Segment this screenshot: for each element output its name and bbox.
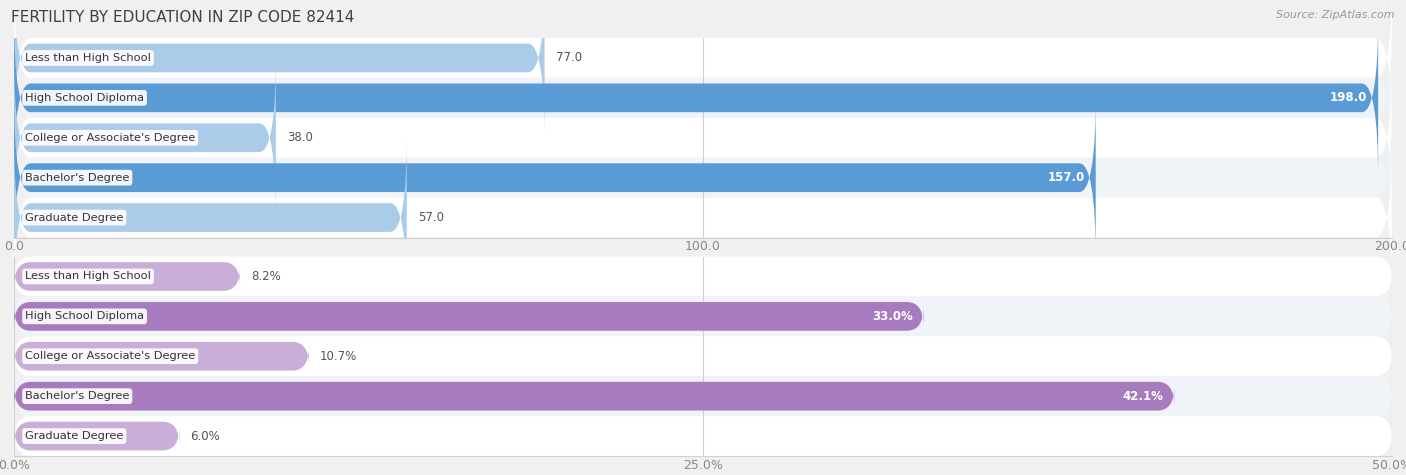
Text: High School Diploma: High School Diploma (25, 93, 143, 103)
Text: 6.0%: 6.0% (190, 429, 221, 443)
Text: 198.0: 198.0 (1330, 91, 1367, 104)
Text: FERTILITY BY EDUCATION IN ZIP CODE 82414: FERTILITY BY EDUCATION IN ZIP CODE 82414 (11, 10, 354, 25)
Text: Bachelor's Degree: Bachelor's Degree (25, 391, 129, 401)
Text: 8.2%: 8.2% (252, 270, 281, 283)
Text: 42.1%: 42.1% (1122, 390, 1163, 403)
Text: 77.0: 77.0 (555, 51, 582, 65)
FancyBboxPatch shape (14, 262, 240, 291)
FancyBboxPatch shape (14, 382, 1174, 410)
Text: Source: ZipAtlas.com: Source: ZipAtlas.com (1277, 10, 1395, 19)
FancyBboxPatch shape (14, 376, 1392, 416)
Text: 33.0%: 33.0% (872, 310, 912, 323)
FancyBboxPatch shape (14, 302, 924, 331)
FancyBboxPatch shape (14, 416, 1392, 456)
Text: College or Associate's Degree: College or Associate's Degree (25, 133, 195, 143)
Text: 10.7%: 10.7% (321, 350, 357, 363)
Text: Less than High School: Less than High School (25, 271, 150, 282)
FancyBboxPatch shape (14, 22, 1392, 174)
FancyBboxPatch shape (14, 142, 1392, 294)
FancyBboxPatch shape (14, 0, 1392, 134)
FancyBboxPatch shape (14, 296, 1392, 336)
FancyBboxPatch shape (14, 96, 1095, 259)
Text: Less than High School: Less than High School (25, 53, 150, 63)
FancyBboxPatch shape (14, 62, 1392, 214)
FancyBboxPatch shape (14, 342, 309, 370)
Text: 57.0: 57.0 (418, 211, 444, 224)
FancyBboxPatch shape (14, 0, 544, 139)
FancyBboxPatch shape (14, 336, 1392, 376)
FancyBboxPatch shape (14, 17, 1378, 179)
Text: 157.0: 157.0 (1047, 171, 1084, 184)
Text: Bachelor's Degree: Bachelor's Degree (25, 172, 129, 183)
FancyBboxPatch shape (14, 102, 1392, 254)
FancyBboxPatch shape (14, 57, 276, 219)
FancyBboxPatch shape (14, 136, 406, 299)
Text: Graduate Degree: Graduate Degree (25, 212, 124, 223)
FancyBboxPatch shape (14, 422, 180, 450)
Text: 38.0: 38.0 (287, 131, 312, 144)
FancyBboxPatch shape (14, 256, 1392, 296)
Text: College or Associate's Degree: College or Associate's Degree (25, 351, 195, 361)
Text: Graduate Degree: Graduate Degree (25, 431, 124, 441)
Text: High School Diploma: High School Diploma (25, 311, 143, 322)
